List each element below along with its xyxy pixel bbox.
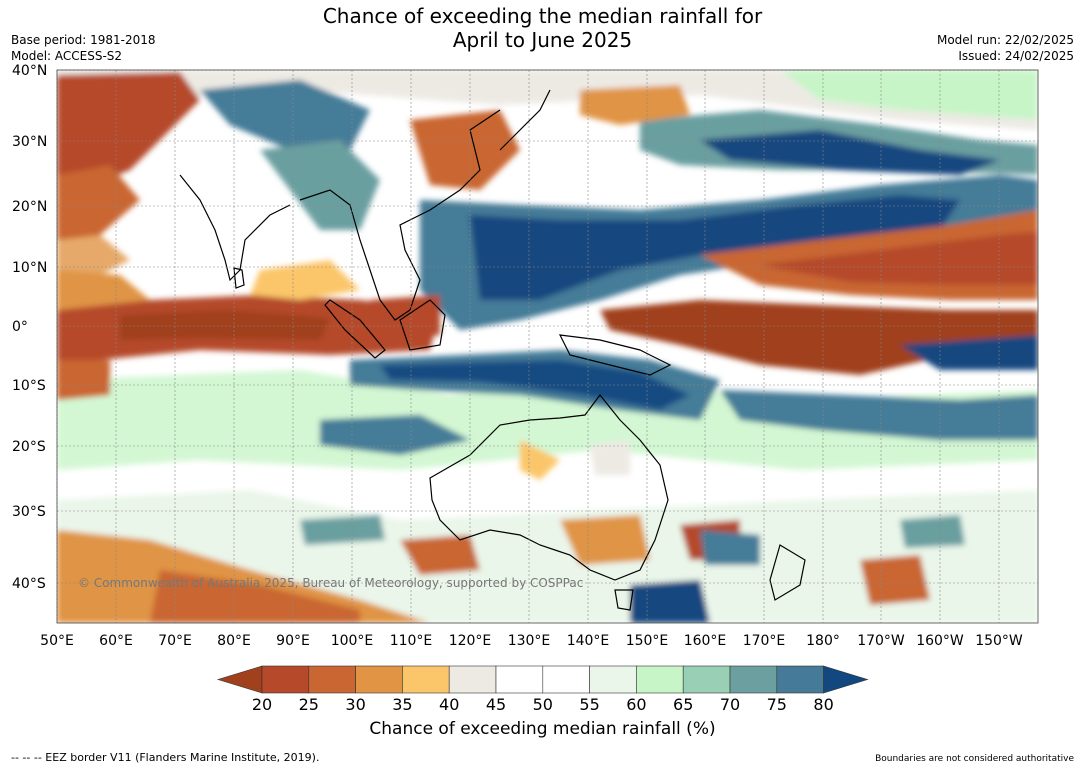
australia-coastline bbox=[429, 394, 669, 581]
lon-tick-label: 160°E bbox=[684, 633, 727, 649]
colorbar-segment bbox=[495, 665, 544, 694]
lat-tick-label: 40°S bbox=[12, 576, 46, 592]
map-frame bbox=[56, 69, 1039, 624]
map-title: Chance of exceeding the median rainfall … bbox=[0, 4, 1085, 52]
lon-tick-label: 50°E bbox=[40, 633, 74, 649]
colorbar-segment bbox=[448, 665, 497, 694]
colorbar-segment bbox=[355, 665, 403, 694]
title-line-1: Chance of exceeding the median rainfall … bbox=[322, 4, 763, 28]
lat-tick-label: 10°N bbox=[12, 260, 47, 276]
colorbar-tick-label: 50 bbox=[533, 695, 553, 714]
base-period: Base period: 1981-2018 bbox=[11, 33, 156, 47]
lon-tick-label: 100°E bbox=[331, 633, 374, 649]
lon-tick-label: 170°W bbox=[857, 633, 905, 649]
lat-tick-label: 40°N bbox=[12, 63, 47, 79]
colorbar-label: Chance of exceeding median rainfall (%) bbox=[369, 719, 716, 739]
colorbar-tick-label: 40 bbox=[439, 695, 459, 714]
colorbar-tick-label: 20 bbox=[252, 695, 272, 714]
lon-tick-label: 90°E bbox=[276, 633, 310, 649]
lon-tick-label: 140°E bbox=[567, 633, 610, 649]
longitude-ticks: 50°E 60°E 70°E 80°E 90°E 100°E 110°E 120°E 130°E… bbox=[40, 633, 1023, 649]
lon-tick-label: 120°E bbox=[449, 633, 492, 649]
india-coastline bbox=[179, 174, 291, 282]
lat-tick-label: 10°S bbox=[12, 378, 46, 394]
colorbar-tick-label: 70 bbox=[720, 695, 740, 714]
borneo-coastline bbox=[399, 299, 446, 351]
colorbar-segment bbox=[776, 665, 824, 694]
lon-tick-label: 150°E bbox=[626, 633, 669, 649]
colorbar-segment bbox=[402, 665, 450, 694]
copyright-text: © Commonwealth of Australia 2025, Bureau… bbox=[78, 576, 583, 590]
colorbar-high-arrow bbox=[823, 665, 869, 694]
colorbar-tick-label: 45 bbox=[486, 695, 506, 714]
japan-coastline bbox=[499, 89, 551, 151]
boundaries-note: Boundaries are not considered authoritat… bbox=[875, 754, 1074, 764]
new-zealand-coastline bbox=[769, 544, 806, 601]
colorbar-segment bbox=[589, 665, 637, 694]
title-line-2: April to June 2025 bbox=[452, 28, 633, 52]
sumatra-coastline bbox=[324, 299, 386, 359]
lon-tick-label: 80°E bbox=[217, 633, 251, 649]
tasmania-coastline bbox=[614, 589, 634, 611]
issued-date: Issued: 24/02/2025 bbox=[958, 49, 1074, 63]
lon-tick-label: 170°E bbox=[743, 633, 786, 649]
colorbar-tick-label: 75 bbox=[767, 695, 787, 714]
colorbar-tick-label: 35 bbox=[392, 695, 412, 714]
eez-legend: -- -- -- EEZ border V11 (Flanders Marine… bbox=[11, 751, 320, 764]
colorbar-tick-label: 30 bbox=[345, 695, 365, 714]
sri-lanka-coastline bbox=[233, 267, 245, 289]
lon-tick-label: 150°W bbox=[975, 633, 1023, 649]
lat-tick-label: 30°S bbox=[12, 504, 46, 520]
colorbar-segment bbox=[261, 665, 310, 694]
colorbar-ticks: 20 25 30 35 40 45 50 55 60 65 70 75 80 bbox=[252, 695, 834, 714]
colorbar-segment bbox=[636, 665, 684, 694]
lon-tick-label: 110°E bbox=[390, 633, 433, 649]
lat-tick-label: 20°S bbox=[12, 439, 46, 455]
lat-tick-label: 30°N bbox=[12, 134, 47, 150]
new-guinea-coastline bbox=[558, 334, 672, 376]
colorbar bbox=[216, 665, 869, 694]
colorbar-tick-label: 80 bbox=[813, 695, 833, 714]
lon-tick-label: 60°E bbox=[99, 633, 133, 649]
colorbar-tick-label: 60 bbox=[626, 695, 646, 714]
lon-tick-label: 130°E bbox=[508, 633, 551, 649]
colorbar-tick-label: 55 bbox=[579, 695, 599, 714]
lat-tick-label: 20°N bbox=[12, 199, 47, 215]
colorbar-segment bbox=[308, 665, 356, 694]
model-name: Model: ACCESS-S2 bbox=[11, 49, 123, 63]
colorbar-segment bbox=[729, 665, 778, 694]
lat-tick-label: 0° bbox=[12, 319, 28, 335]
colorbar-low-arrow bbox=[216, 665, 263, 694]
colorbar-tick-label: 25 bbox=[299, 695, 319, 714]
model-run: Model run: 22/02/2025 bbox=[936, 33, 1074, 47]
colorbar-tick-label: 65 bbox=[673, 695, 693, 714]
colorbar-segment bbox=[542, 665, 590, 694]
colorbar-segment bbox=[682, 665, 731, 694]
lon-tick-label: 70°E bbox=[158, 633, 192, 649]
lon-tick-label: 180° bbox=[806, 633, 840, 649]
meta-left: Base period: 1981-2018 Model: ACCESS-S2 bbox=[11, 32, 156, 64]
meta-right: Model run: 22/02/2025 Issued: 24/02/2025 bbox=[937, 32, 1074, 64]
lon-tick-label: 160°W bbox=[916, 633, 964, 649]
latitude-ticks: 40°N 30°N 20°N 10°N 0° 10°S 20°S 30°S 40°S bbox=[12, 63, 47, 592]
